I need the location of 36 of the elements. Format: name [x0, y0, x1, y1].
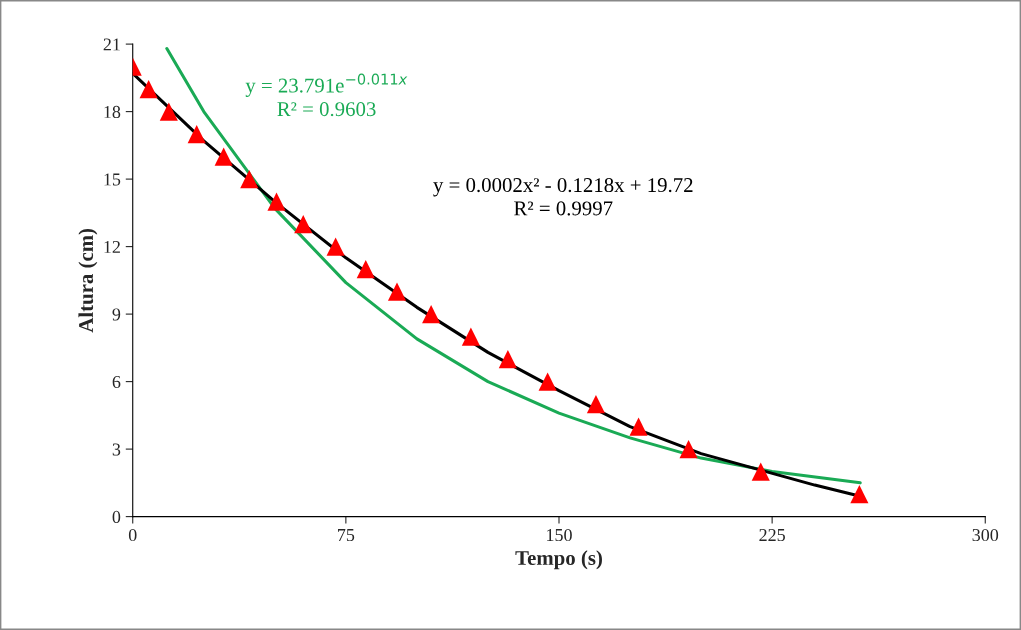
series-label: y = 23.791e$^{−0.011x}$ R² = 0.9603: [245, 73, 408, 117]
point: [538, 372, 557, 391]
point: [356, 260, 375, 279]
y-tick-label: 6: [112, 375, 121, 389]
y-tick-label: 12: [104, 240, 120, 253]
point: [629, 417, 648, 436]
point: [461, 327, 480, 346]
point: [159, 102, 178, 121]
point: [422, 305, 441, 324]
point: [267, 192, 286, 211]
point: [187, 125, 206, 144]
point: [498, 350, 517, 369]
y-tick-label: 9: [112, 308, 121, 321]
point: [240, 170, 259, 189]
point: [751, 462, 770, 481]
point: [586, 395, 605, 414]
x-tick-label: 75: [338, 529, 355, 542]
point: [294, 215, 313, 234]
y-tick-label: 0: [112, 510, 121, 524]
y-tick-label: 15: [104, 173, 121, 186]
x-tick-label: 0: [128, 528, 137, 542]
text: y = 0.0002x² - 0.1218x + 19.72 R² = 0.9997: [433, 178, 693, 216]
x-tick-label: 225: [759, 528, 785, 542]
y-tick-label: 21: [103, 38, 120, 51]
y-axis-title: Altura (cm): [78, 228, 98, 333]
point: [214, 147, 233, 166]
y-tick-label: 3: [112, 443, 121, 456]
point: [850, 485, 869, 504]
point: [139, 80, 158, 99]
point: [326, 237, 345, 256]
x-axis-title: Tempo (s): [515, 550, 602, 570]
x-tick-label: 150: [547, 528, 572, 542]
point: [387, 282, 407, 301]
x-tick-label: 300: [972, 528, 999, 542]
y-tick-label: 18: [104, 105, 121, 119]
point: [679, 440, 698, 459]
